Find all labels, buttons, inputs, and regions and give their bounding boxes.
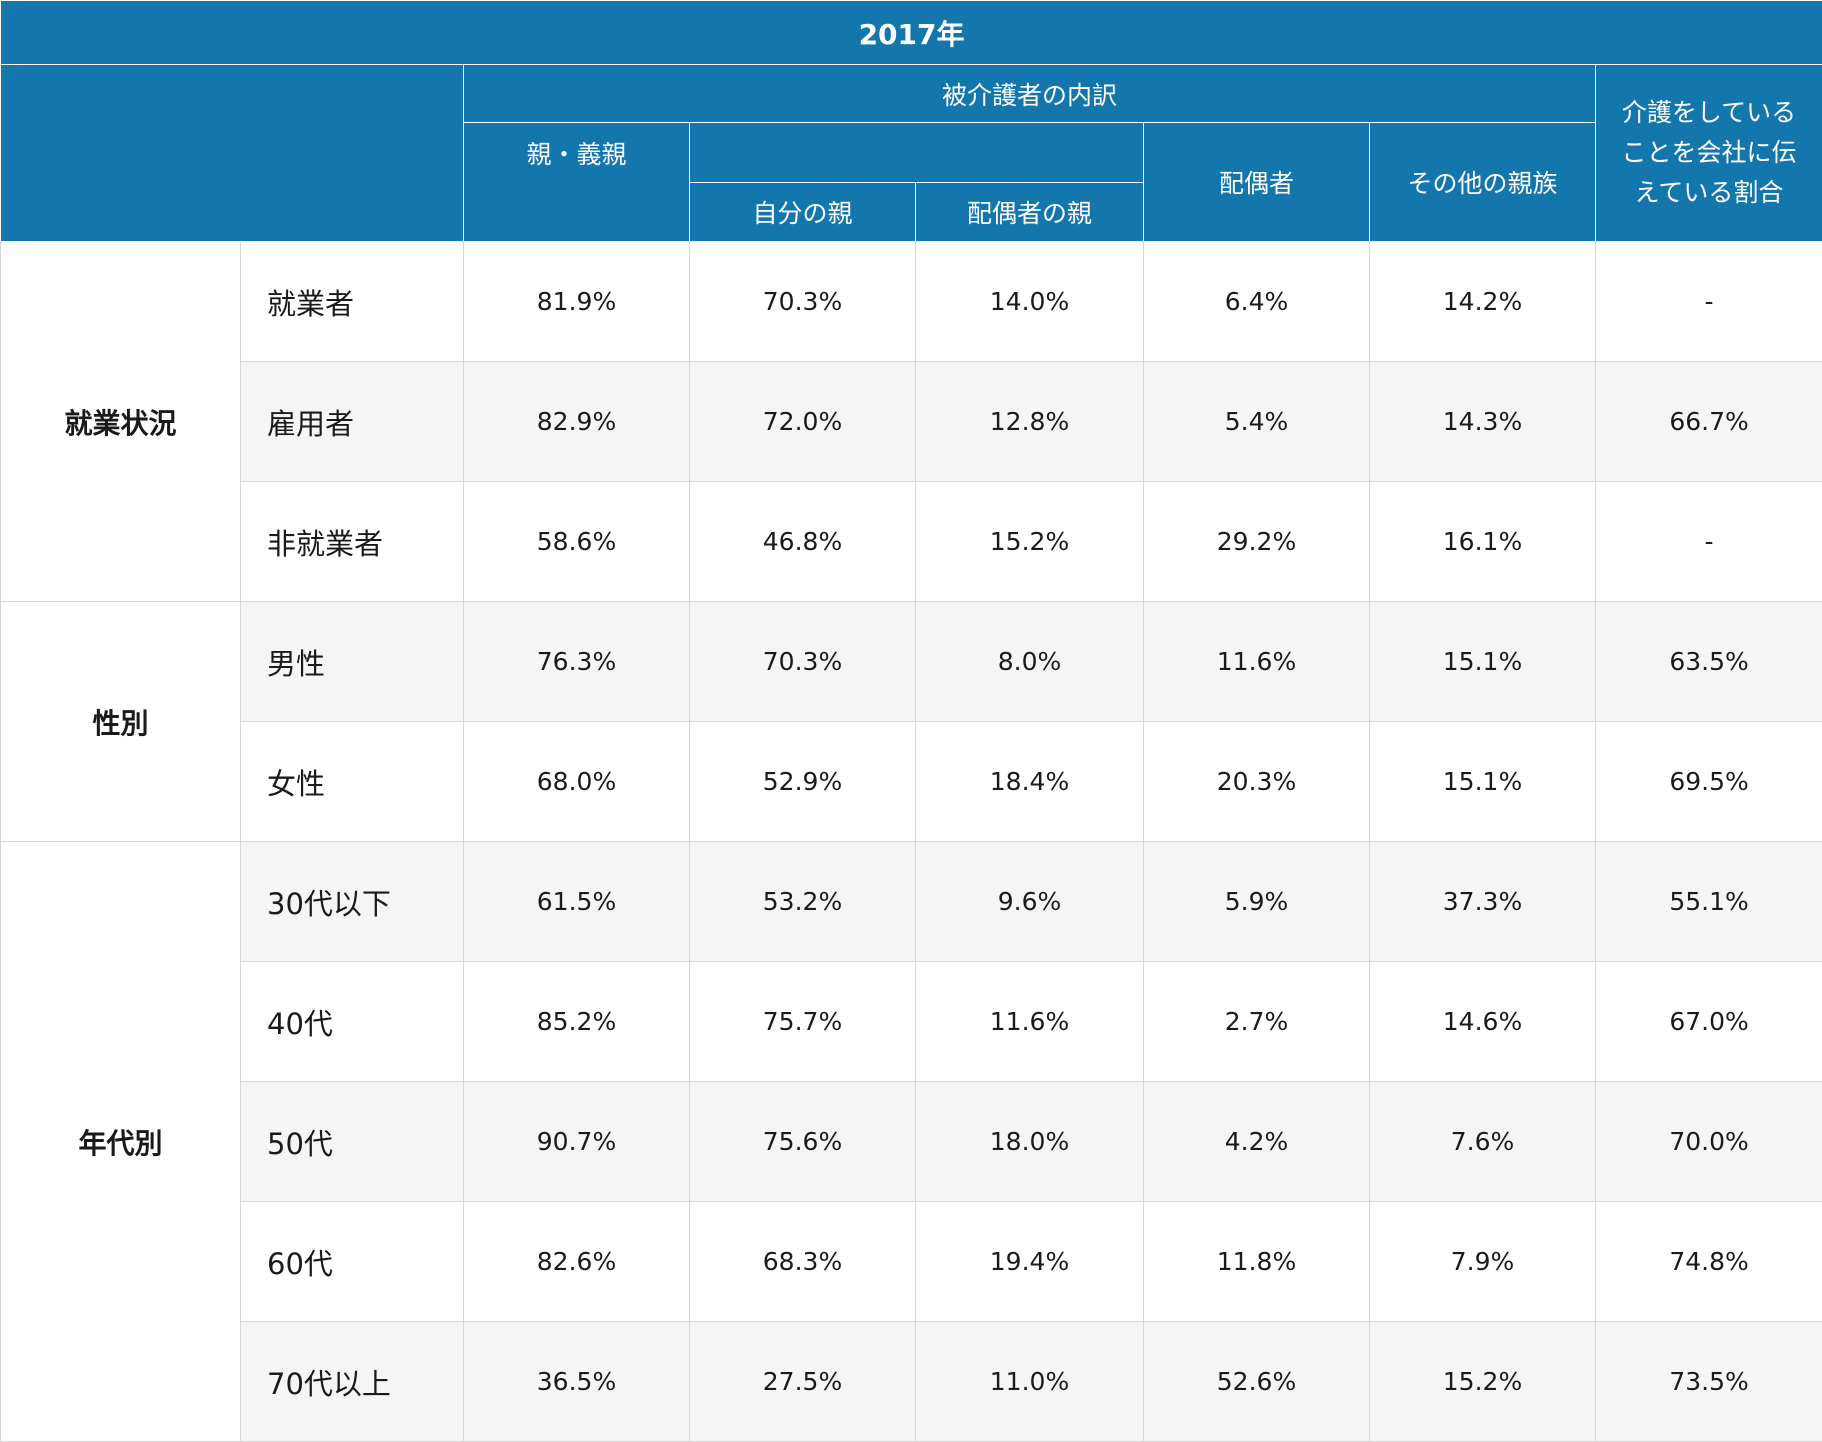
value-cell: 14.0% (916, 242, 1144, 362)
group-label: 年代別 (1, 842, 241, 1442)
value-cell: 9.6% (916, 842, 1144, 962)
row-label: 雇用者 (241, 362, 464, 482)
value-cell: 70.3% (690, 242, 916, 362)
table-title: 2017年 (1, 1, 1822, 65)
value-cell: 18.4% (916, 722, 1144, 842)
corner-header (1, 65, 464, 242)
value-cell: 68.0% (464, 722, 690, 842)
value-cell: 52.6% (1144, 1322, 1370, 1442)
value-cell: 11.8% (1144, 1202, 1370, 1322)
value-cell: 14.3% (1370, 362, 1596, 482)
row-label: 女性 (241, 722, 464, 842)
header-other-relatives: その他の親族 (1370, 123, 1596, 242)
value-cell: 55.1% (1596, 842, 1822, 962)
value-cell: 18.0% (916, 1082, 1144, 1202)
value-cell: - (1596, 242, 1822, 362)
value-cell: 5.4% (1144, 362, 1370, 482)
value-cell: 82.9% (464, 362, 690, 482)
row-label: 60代 (241, 1202, 464, 1322)
row-label: 就業者 (241, 242, 464, 362)
value-cell: 15.1% (1370, 602, 1596, 722)
header-told-company-label: 介護をしていることを会社に伝えている割合 (1614, 93, 1804, 213)
value-cell: 63.5% (1596, 602, 1822, 722)
row-label: 50代 (241, 1082, 464, 1202)
value-cell: 15.1% (1370, 722, 1596, 842)
value-cell: 66.7% (1596, 362, 1822, 482)
value-cell: 7.6% (1370, 1082, 1596, 1202)
value-cell: 72.0% (690, 362, 916, 482)
value-cell: 8.0% (916, 602, 1144, 722)
value-cell: 36.5% (464, 1322, 690, 1442)
value-cell: 73.5% (1596, 1322, 1822, 1442)
value-cell: 52.9% (690, 722, 916, 842)
row-label: 30代以下 (241, 842, 464, 962)
value-cell: 2.7% (1144, 962, 1370, 1082)
value-cell: 37.3% (1370, 842, 1596, 962)
header-spouse-parent: 配偶者の親 (916, 183, 1144, 242)
value-cell: 85.2% (464, 962, 690, 1082)
header-parents-spacer (690, 123, 1144, 183)
value-cell: 81.9% (464, 242, 690, 362)
row-label: 男性 (241, 602, 464, 722)
group-label: 性別 (1, 602, 241, 842)
header-parents: 親・義親 (464, 123, 690, 183)
header-spouse: 配偶者 (1144, 123, 1370, 242)
value-cell: 75.6% (690, 1082, 916, 1202)
value-cell: 14.6% (1370, 962, 1596, 1082)
header-breakdown: 被介護者の内訳 (464, 65, 1596, 123)
value-cell: 58.6% (464, 482, 690, 602)
value-cell: - (1596, 482, 1822, 602)
value-cell: 68.3% (690, 1202, 916, 1322)
row-label: 40代 (241, 962, 464, 1082)
value-cell: 27.5% (690, 1322, 916, 1442)
header-parents-lower (464, 183, 690, 242)
value-cell: 67.0% (1596, 962, 1822, 1082)
value-cell: 15.2% (1370, 1322, 1596, 1442)
value-cell: 61.5% (464, 842, 690, 962)
value-cell: 15.2% (916, 482, 1144, 602)
value-cell: 76.3% (464, 602, 690, 722)
value-cell: 74.8% (1596, 1202, 1822, 1322)
value-cell: 5.9% (1144, 842, 1370, 962)
value-cell: 11.6% (916, 962, 1144, 1082)
row-label: 非就業者 (241, 482, 464, 602)
header-told-company: 介護をしていることを会社に伝えている割合 (1596, 65, 1822, 242)
value-cell: 4.2% (1144, 1082, 1370, 1202)
value-cell: 11.0% (916, 1322, 1144, 1442)
value-cell: 7.9% (1370, 1202, 1596, 1322)
value-cell: 11.6% (1144, 602, 1370, 722)
value-cell: 69.5% (1596, 722, 1822, 842)
value-cell: 46.8% (690, 482, 916, 602)
value-cell: 12.8% (916, 362, 1144, 482)
value-cell: 14.2% (1370, 242, 1596, 362)
row-label: 70代以上 (241, 1322, 464, 1442)
value-cell: 16.1% (1370, 482, 1596, 602)
group-label: 就業状況 (1, 242, 241, 602)
value-cell: 6.4% (1144, 242, 1370, 362)
value-cell: 70.0% (1596, 1082, 1822, 1202)
value-cell: 19.4% (916, 1202, 1144, 1322)
header-own-parent: 自分の親 (690, 183, 916, 242)
value-cell: 75.7% (690, 962, 916, 1082)
value-cell: 90.7% (464, 1082, 690, 1202)
value-cell: 70.3% (690, 602, 916, 722)
value-cell: 82.6% (464, 1202, 690, 1322)
value-cell: 53.2% (690, 842, 916, 962)
value-cell: 29.2% (1144, 482, 1370, 602)
value-cell: 20.3% (1144, 722, 1370, 842)
